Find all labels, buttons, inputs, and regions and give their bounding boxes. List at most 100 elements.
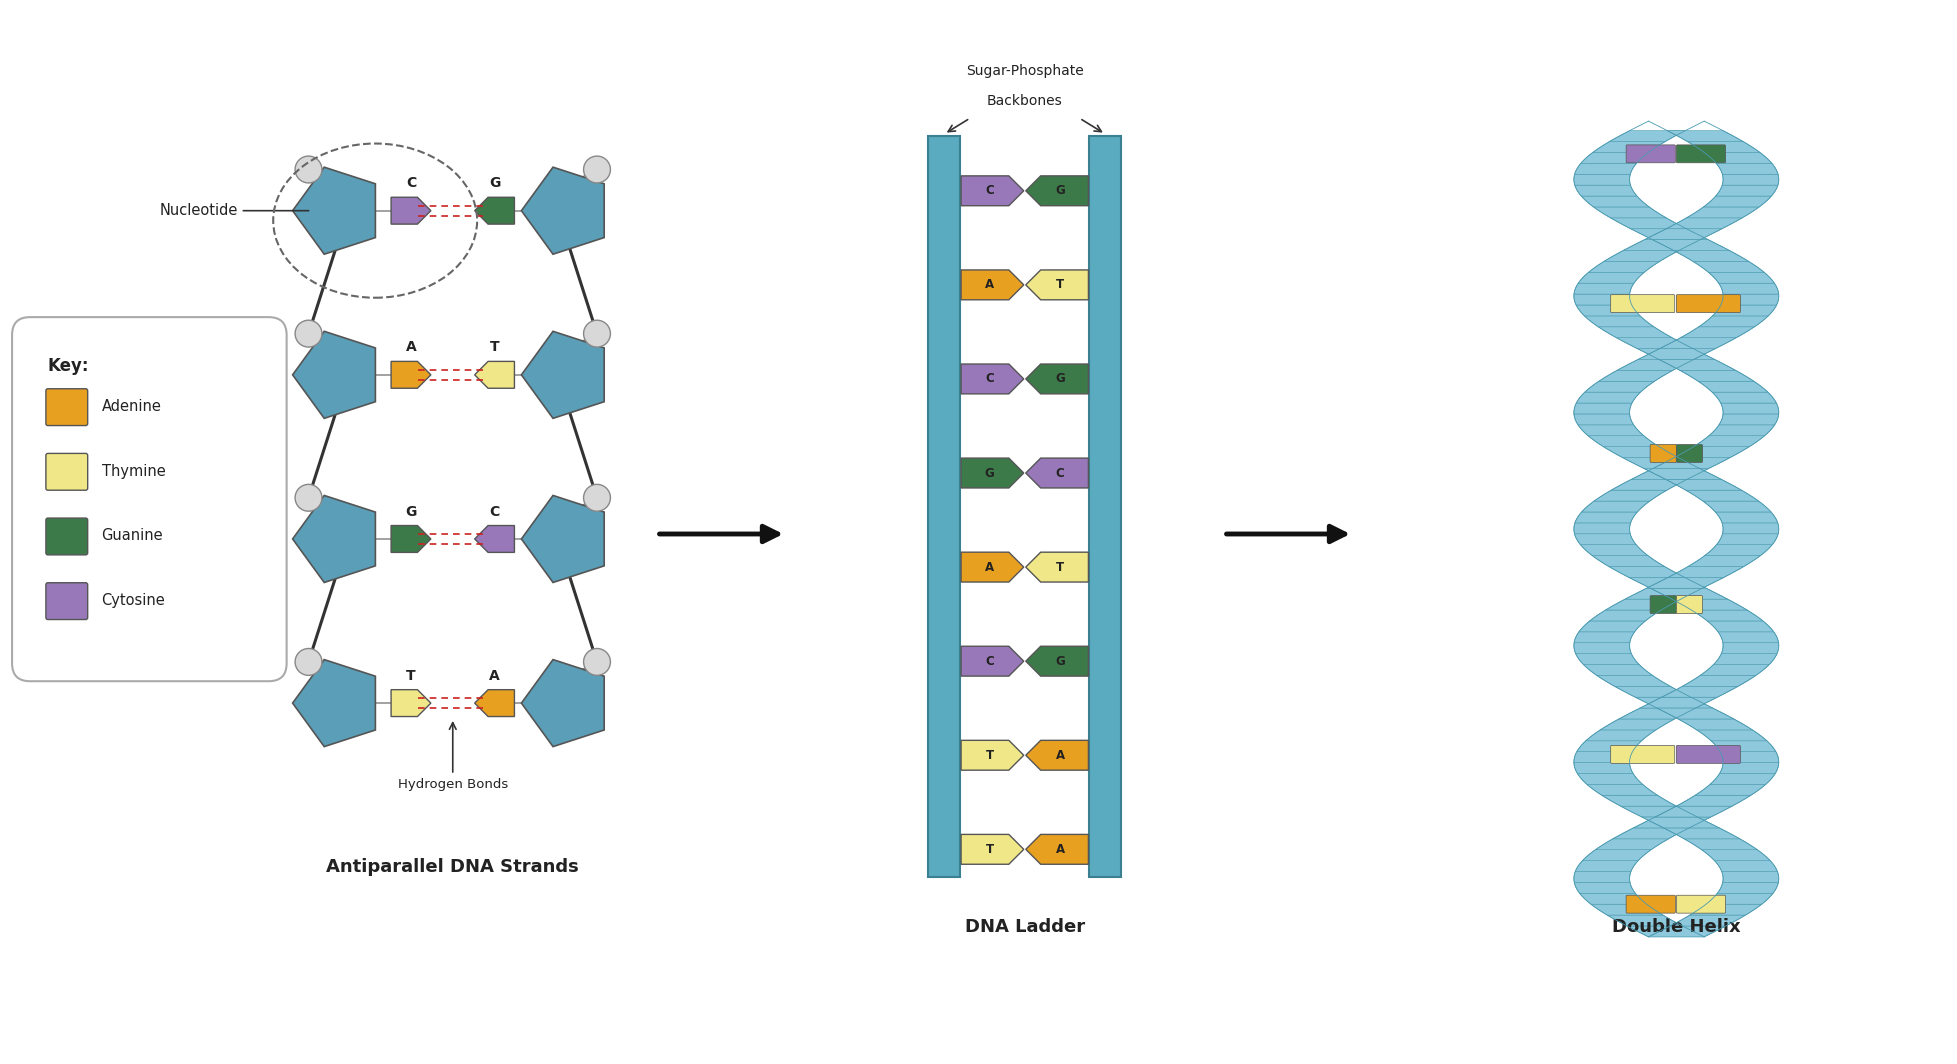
Polygon shape bbox=[1673, 250, 1748, 262]
Polygon shape bbox=[1708, 272, 1773, 283]
Text: Double Helix: Double Helix bbox=[1611, 918, 1740, 936]
Polygon shape bbox=[1685, 491, 1757, 501]
Polygon shape bbox=[1714, 185, 1777, 196]
Polygon shape bbox=[1575, 393, 1640, 403]
Circle shape bbox=[583, 648, 611, 676]
Polygon shape bbox=[521, 496, 605, 582]
Polygon shape bbox=[1577, 621, 1644, 632]
Polygon shape bbox=[1593, 207, 1665, 218]
Polygon shape bbox=[1660, 337, 1736, 349]
Polygon shape bbox=[1677, 719, 1752, 730]
Text: C: C bbox=[984, 184, 994, 197]
Circle shape bbox=[296, 156, 321, 183]
FancyBboxPatch shape bbox=[45, 453, 88, 491]
Polygon shape bbox=[1025, 646, 1088, 676]
Polygon shape bbox=[1685, 207, 1757, 218]
FancyBboxPatch shape bbox=[1675, 746, 1740, 763]
FancyBboxPatch shape bbox=[1611, 295, 1673, 313]
Polygon shape bbox=[1689, 904, 1761, 915]
Polygon shape bbox=[474, 362, 515, 388]
Polygon shape bbox=[1644, 468, 1720, 479]
Polygon shape bbox=[1025, 834, 1088, 864]
Polygon shape bbox=[1720, 643, 1777, 653]
Polygon shape bbox=[1665, 218, 1742, 229]
Polygon shape bbox=[1573, 185, 1636, 196]
Polygon shape bbox=[1703, 196, 1771, 207]
Polygon shape bbox=[1626, 926, 1703, 937]
Polygon shape bbox=[1652, 239, 1728, 250]
Polygon shape bbox=[1573, 534, 1636, 545]
Polygon shape bbox=[1609, 218, 1685, 229]
Polygon shape bbox=[521, 167, 605, 254]
Polygon shape bbox=[1716, 632, 1777, 643]
Text: Key:: Key: bbox=[47, 356, 90, 375]
Polygon shape bbox=[1632, 817, 1710, 828]
Polygon shape bbox=[1712, 305, 1775, 316]
Polygon shape bbox=[1683, 838, 1755, 850]
Polygon shape bbox=[1710, 741, 1775, 751]
Polygon shape bbox=[1714, 512, 1777, 522]
Polygon shape bbox=[1622, 458, 1699, 468]
Text: A: A bbox=[1055, 749, 1065, 762]
Polygon shape bbox=[1644, 229, 1720, 239]
Polygon shape bbox=[1579, 545, 1648, 555]
Circle shape bbox=[296, 648, 321, 676]
Polygon shape bbox=[1575, 653, 1638, 665]
Text: G: G bbox=[1055, 654, 1065, 668]
Polygon shape bbox=[1575, 305, 1640, 316]
Polygon shape bbox=[1599, 370, 1671, 381]
Polygon shape bbox=[1673, 447, 1748, 458]
Text: G: G bbox=[489, 177, 499, 190]
Polygon shape bbox=[1573, 522, 1630, 534]
Text: T: T bbox=[1055, 561, 1063, 573]
Polygon shape bbox=[1656, 709, 1734, 719]
Polygon shape bbox=[1577, 425, 1644, 436]
Polygon shape bbox=[474, 526, 515, 552]
Polygon shape bbox=[1720, 294, 1777, 305]
FancyBboxPatch shape bbox=[1675, 596, 1703, 614]
Polygon shape bbox=[1603, 250, 1677, 262]
Polygon shape bbox=[1652, 458, 1730, 468]
Polygon shape bbox=[1663, 828, 1740, 838]
Polygon shape bbox=[1613, 828, 1689, 838]
Polygon shape bbox=[292, 496, 376, 582]
Polygon shape bbox=[1718, 414, 1777, 425]
Polygon shape bbox=[391, 197, 431, 225]
FancyBboxPatch shape bbox=[1675, 895, 1724, 913]
Polygon shape bbox=[1573, 763, 1632, 774]
Polygon shape bbox=[1679, 327, 1753, 337]
Polygon shape bbox=[1667, 131, 1742, 142]
Polygon shape bbox=[1708, 425, 1773, 436]
Polygon shape bbox=[1587, 436, 1658, 447]
Polygon shape bbox=[1636, 349, 1714, 360]
FancyBboxPatch shape bbox=[928, 136, 959, 877]
Polygon shape bbox=[1025, 741, 1088, 770]
Polygon shape bbox=[1591, 555, 1663, 566]
Polygon shape bbox=[1648, 926, 1724, 937]
FancyBboxPatch shape bbox=[1650, 596, 1675, 614]
Polygon shape bbox=[1575, 861, 1638, 871]
Polygon shape bbox=[1705, 545, 1771, 555]
Polygon shape bbox=[1573, 164, 1636, 174]
Polygon shape bbox=[292, 167, 376, 254]
Polygon shape bbox=[1687, 142, 1759, 152]
Polygon shape bbox=[1025, 552, 1088, 582]
Text: T: T bbox=[984, 749, 992, 762]
Polygon shape bbox=[1710, 393, 1775, 403]
Polygon shape bbox=[1595, 838, 1667, 850]
Polygon shape bbox=[1573, 643, 1630, 653]
Polygon shape bbox=[961, 176, 1024, 205]
Text: T: T bbox=[489, 340, 499, 354]
Polygon shape bbox=[1025, 459, 1088, 488]
Polygon shape bbox=[1581, 196, 1648, 207]
Polygon shape bbox=[1585, 784, 1658, 795]
Polygon shape bbox=[1615, 686, 1691, 697]
Polygon shape bbox=[1640, 697, 1716, 709]
Polygon shape bbox=[1693, 262, 1763, 272]
Text: C: C bbox=[489, 504, 499, 518]
Polygon shape bbox=[1597, 327, 1671, 337]
Text: G: G bbox=[984, 466, 994, 480]
Text: A: A bbox=[405, 340, 417, 354]
Polygon shape bbox=[1699, 316, 1767, 327]
FancyBboxPatch shape bbox=[45, 583, 88, 619]
